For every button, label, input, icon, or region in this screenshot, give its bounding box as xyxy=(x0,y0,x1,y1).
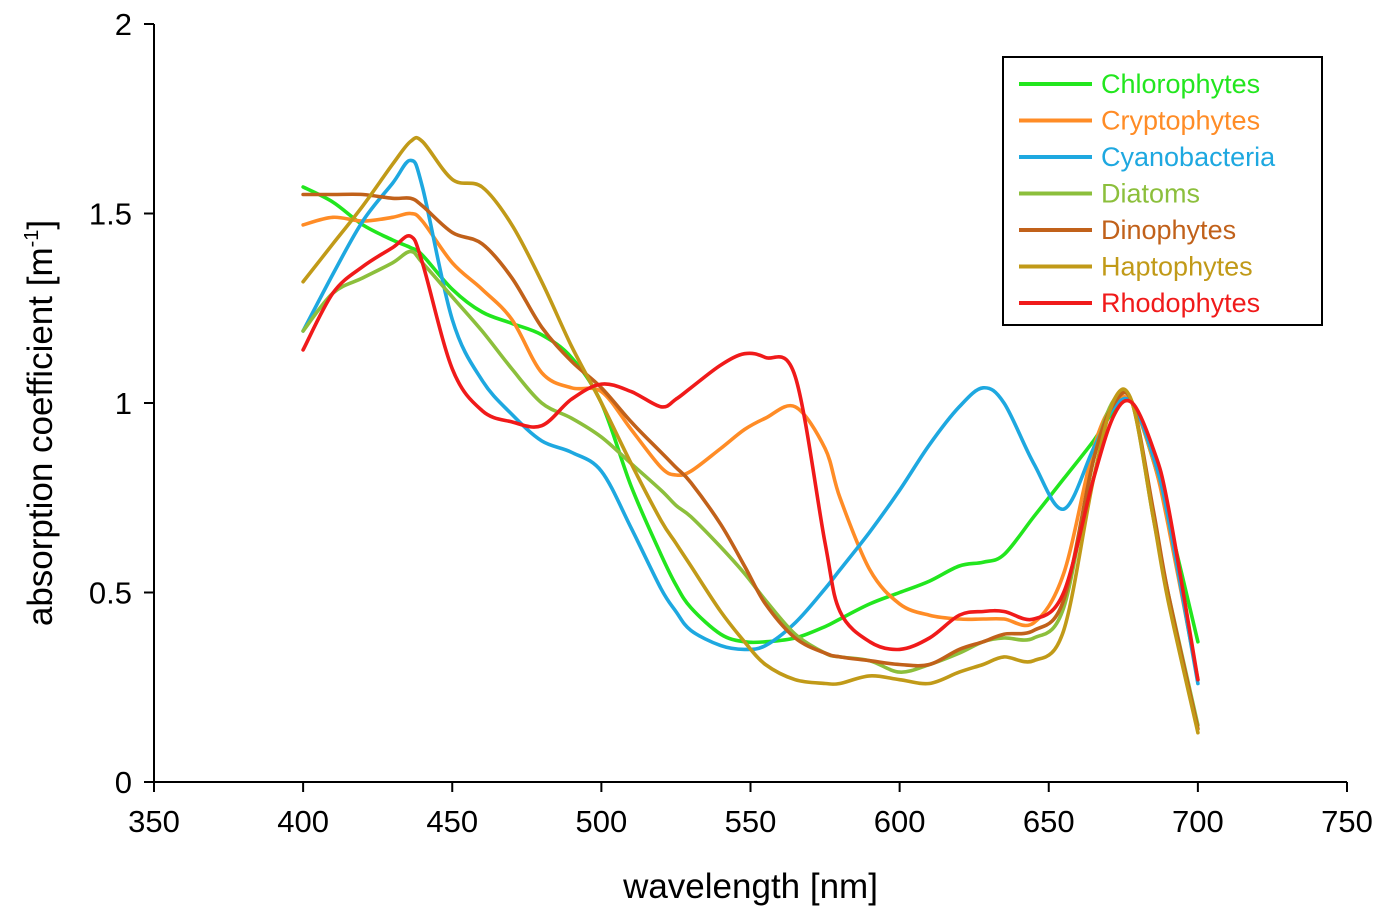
y-tick-label: 2 xyxy=(115,7,132,42)
legend-item-rhodophytes: Rhodophytes xyxy=(1019,288,1260,318)
y-tick-label: 0.5 xyxy=(89,576,132,611)
y-axis-title-main: absorption coefficient [m xyxy=(21,247,60,626)
legend-box xyxy=(1002,56,1323,326)
legend-item-dinophytes: Dinophytes xyxy=(1019,215,1236,245)
y-axis-title-superscript: -1 xyxy=(21,230,43,248)
legend-label: Dinophytes xyxy=(1101,215,1236,245)
x-axis-title: wavelength [nm] xyxy=(622,867,878,906)
x-tick-label: 500 xyxy=(576,804,628,839)
legend-label: Chlorophytes xyxy=(1101,69,1260,99)
y-tick-label: 0 xyxy=(115,765,132,800)
y-tick-label: 1 xyxy=(115,386,132,421)
legend-item-haptophytes: Haptophytes xyxy=(1019,252,1253,282)
y-axis-title-end: ] xyxy=(21,220,60,230)
x-tick-label: 400 xyxy=(277,804,329,839)
legend-label: Rhodophytes xyxy=(1101,288,1260,318)
x-tick-label: 450 xyxy=(426,804,478,839)
ticks-layer: 350 400 450 500 550 600 650 700 750 0 0.5 1 1.5 2 xyxy=(89,7,1373,839)
legend-item-cyanobacteria: Cyanobacteria xyxy=(1019,142,1276,172)
series-layer xyxy=(301,135,1200,735)
series-line-dinophytes xyxy=(301,192,1200,731)
series-line-chlorophytes xyxy=(301,185,1200,645)
series-line-rhodophytes xyxy=(301,234,1200,682)
x-tick-label: 350 xyxy=(128,804,180,839)
legend-label: Diatoms xyxy=(1101,179,1200,209)
x-tick-label: 650 xyxy=(1023,804,1075,839)
y-axis-title: absorption coefficient [m-1] xyxy=(21,220,60,626)
legend-item-diatoms: Diatoms xyxy=(1019,179,1200,209)
x-tick-label: 550 xyxy=(725,804,777,839)
legend-item-chlorophytes: Chlorophytes xyxy=(1019,69,1260,99)
x-tick-label: 600 xyxy=(874,804,926,839)
legend: Chlorophytes Cryptophytes Cyanobacteria Dia… xyxy=(1002,56,1323,326)
x-tick-label: 750 xyxy=(1321,804,1373,839)
legend-label: Haptophytes xyxy=(1101,252,1253,282)
legend-label: Cryptophytes xyxy=(1101,106,1260,136)
series-line-cryptophytes xyxy=(301,211,1200,682)
y-tick-label: 1.5 xyxy=(89,197,132,232)
x-tick-label: 700 xyxy=(1172,804,1224,839)
legend-item-cryptophytes: Cryptophytes xyxy=(1019,106,1260,136)
legend-label: Cyanobacteria xyxy=(1101,142,1276,172)
